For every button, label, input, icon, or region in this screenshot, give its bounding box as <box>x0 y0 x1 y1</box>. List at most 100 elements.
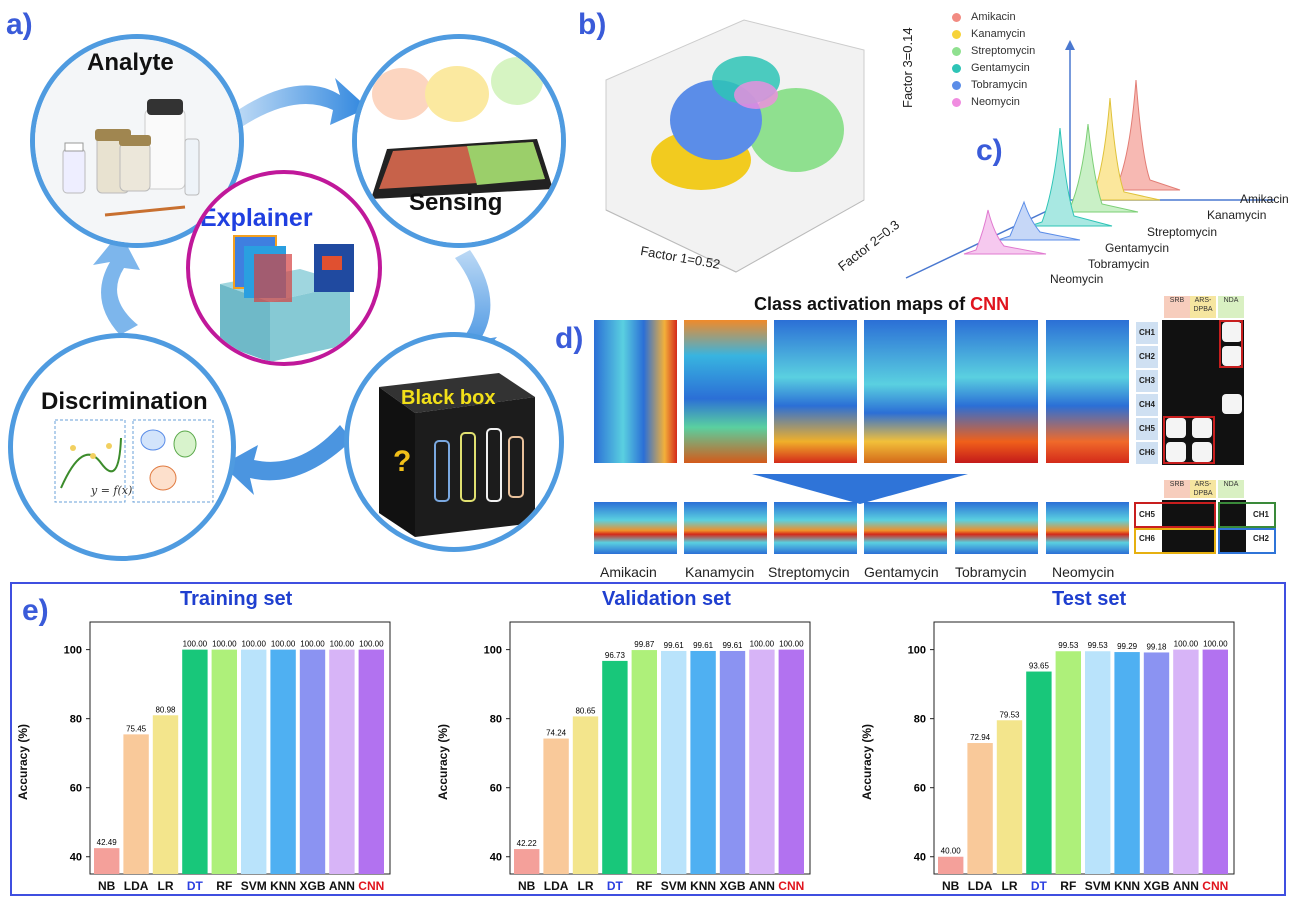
chart-title-1: Validation set <box>602 588 731 611</box>
bar-svm <box>1085 651 1110 874</box>
bar-lr <box>997 720 1022 874</box>
category-label-lda: LDA <box>544 879 569 892</box>
cam-map-tobramycin <box>955 320 1038 463</box>
y-tick-label: 40 <box>70 852 82 864</box>
cam-down-arrow <box>752 474 968 504</box>
bar-xgb <box>1144 652 1169 874</box>
bar-value-label: 99.87 <box>634 640 655 649</box>
reduced-dye-header-ars-dpba: ARS-DPBA <box>1190 480 1216 498</box>
cam-map-neomycin <box>1046 320 1129 463</box>
ridge-plot <box>880 40 1280 290</box>
cam-label-neomycin: Neomycin <box>1052 564 1114 580</box>
bar-value-label: 93.65 <box>1029 662 1050 671</box>
bar-value-label: 72.94 <box>970 733 991 742</box>
cam-label-gentamycin: Gentamycin <box>864 564 939 580</box>
bar-chart-2: 40 60 80 100 40.00 NB 72.94 LDA 79.53 LR 93.65 DT 99… <box>884 612 1244 892</box>
bar-value-label: 99.61 <box>693 641 714 650</box>
legend-swatch <box>952 13 961 22</box>
category-label-ann: ANN <box>1173 879 1199 892</box>
bar-xgb <box>720 651 745 874</box>
legend-label: Kanamycin <box>971 28 1025 40</box>
arrow-blackbox-to-discrimination <box>222 425 352 495</box>
channel-label-ch1: CH1 <box>1136 322 1158 344</box>
bar-nb <box>938 857 963 874</box>
channel-highlight-nda <box>1219 320 1243 368</box>
y-tick-label: 100 <box>484 645 502 657</box>
channel-label-ch3: CH3 <box>1136 370 1158 392</box>
category-label-rf: RF <box>636 879 652 892</box>
bar-cnn <box>359 650 384 874</box>
chart-title-2: Test set <box>1052 588 1126 611</box>
category-label-svm: SVM <box>661 879 687 892</box>
channel-spot <box>1222 394 1242 414</box>
channel-label-ch6: CH6 <box>1136 442 1158 464</box>
category-label-dt: DT <box>607 879 624 892</box>
bar-rf <box>632 650 657 874</box>
bar-lda <box>543 739 568 874</box>
cam-map-amikacin <box>594 320 677 463</box>
bar-svm <box>661 651 686 874</box>
category-label-xgb: XGB <box>299 879 325 892</box>
dye-header-ars-dpba: ARS-DPBA <box>1190 296 1216 318</box>
question-mark: ? <box>393 445 411 479</box>
legend-item-amikacin: Amikacin <box>952 11 1016 23</box>
bar-lr <box>573 716 598 874</box>
reduced-highlight-ch2 <box>1218 528 1276 554</box>
category-label-knn: KNN <box>270 879 296 892</box>
bar-nb <box>514 849 539 874</box>
chart-ylabel-1: Accuracy (%) <box>436 724 450 800</box>
cam-reduced-map-neomycin <box>1046 502 1129 554</box>
y-tick-label: 100 <box>908 645 926 657</box>
bar-value-label: 80.65 <box>575 706 596 715</box>
cam-title: Class activation maps of CNN <box>754 294 1009 315</box>
bar-xgb <box>300 650 325 874</box>
reduced-highlight-ch1 <box>1218 502 1276 528</box>
bar-dt <box>1026 672 1051 874</box>
explainer-box-illustration <box>190 174 378 362</box>
ridge-label-tobramycin: Tobramycin <box>1088 257 1149 271</box>
dye-header-nda: NDA <box>1218 296 1244 318</box>
bar-dt <box>182 650 207 874</box>
category-label-svm: SVM <box>1085 879 1111 892</box>
cam-label-kanamycin: Kanamycin <box>685 564 754 580</box>
cam-label-amikacin: Amikacin <box>600 564 657 580</box>
bar-ann <box>749 650 774 874</box>
bar-dt <box>602 661 627 874</box>
category-label-dt: DT <box>1031 879 1048 892</box>
ridge-label-streptomycin: Streptomycin <box>1147 225 1217 239</box>
bar-value-label: 100.00 <box>359 640 384 649</box>
ridge-label-amikacin: Amikacin <box>1240 192 1289 206</box>
bar-knn <box>1114 652 1139 874</box>
bar-ann <box>1173 650 1198 874</box>
bar-lda <box>967 743 992 874</box>
bar-nb <box>94 848 119 874</box>
bar-value-label: 100.00 <box>330 640 355 649</box>
bar-rf <box>1056 651 1081 874</box>
scatter-cluster-neomycin <box>734 81 778 109</box>
bar-ann <box>329 650 354 874</box>
cam-label-tobramycin: Tobramycin <box>955 564 1027 580</box>
bar-rf <box>212 650 237 874</box>
ridge-label-kanamycin: Kanamycin <box>1207 208 1266 222</box>
y-tick-label: 60 <box>490 783 502 795</box>
bar-cnn <box>779 650 804 874</box>
bar-value-label: 100.00 <box>1203 640 1228 649</box>
discrimination-illustration <box>13 338 231 556</box>
bar-value-label: 100.00 <box>241 640 266 649</box>
bar-chart-1: 40 60 80 100 42.22 NB 74.24 LDA 80.65 LR 96.73 DT 99… <box>460 612 820 892</box>
cam-reduced-map-gentamycin <box>864 502 947 554</box>
chart-ylabel-0: Accuracy (%) <box>16 724 30 800</box>
dye-header-srb: SRB <box>1164 296 1190 318</box>
ridge-label-gentamycin: Gentamycin <box>1105 241 1169 255</box>
category-label-ann: ANN <box>749 879 775 892</box>
bar-value-label: 99.53 <box>1058 641 1079 650</box>
category-label-rf: RF <box>216 879 232 892</box>
cam-map-kanamycin <box>684 320 767 463</box>
y-tick-label: 60 <box>70 783 82 795</box>
y-tick-label: 80 <box>490 714 502 726</box>
y-tick-label: 100 <box>64 645 82 657</box>
bar-cnn <box>1203 650 1228 874</box>
analyte-title: Analyte <box>87 49 174 77</box>
channel-label-ch2: CH2 <box>1136 346 1158 368</box>
reduced-dye-header-srb: SRB <box>1164 480 1190 498</box>
